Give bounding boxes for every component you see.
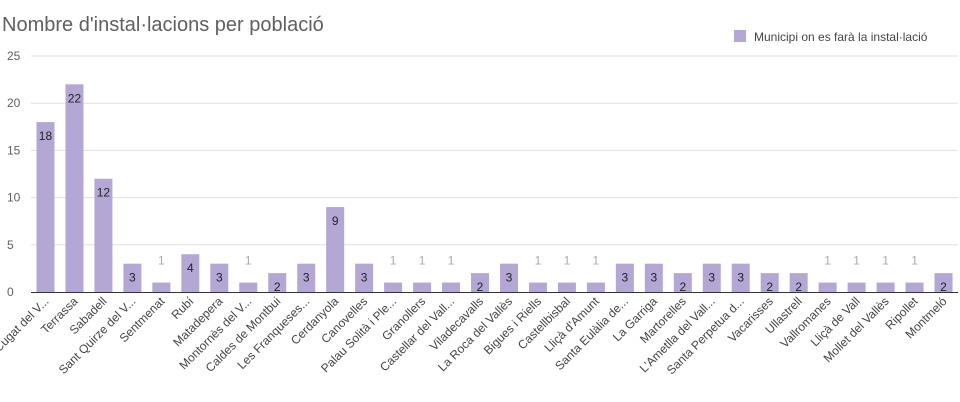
data-label: 1 [911, 254, 918, 268]
data-label: 4 [187, 261, 194, 275]
bar[interactable] [471, 273, 490, 292]
bar[interactable] [442, 282, 461, 292]
y-axis-ticks: 0 5 10 15 20 25 [7, 49, 21, 299]
data-label: 3 [303, 271, 310, 285]
bar[interactable] [181, 254, 200, 292]
bar[interactable] [644, 263, 663, 292]
y-tick-label: 0 [7, 285, 14, 299]
data-label: 22 [68, 91, 82, 105]
bar[interactable] [65, 84, 84, 292]
data-label: 3 [622, 271, 629, 285]
data-label: 1 [448, 254, 455, 268]
data-label: 3 [708, 271, 715, 285]
bar[interactable] [615, 263, 634, 292]
bar[interactable] [210, 263, 229, 292]
data-label: 1 [158, 254, 165, 268]
y-tick-label: 20 [7, 96, 21, 110]
data-label: 1 [593, 254, 600, 268]
data-label: 2 [274, 280, 281, 294]
bar[interactable] [152, 282, 171, 292]
x-tick-label: Sant Cugat del V... [0, 294, 52, 374]
bar[interactable] [818, 282, 837, 292]
data-label: 1 [824, 254, 831, 268]
bar[interactable] [123, 263, 142, 292]
data-label: 1 [882, 254, 889, 268]
bar[interactable] [268, 273, 287, 292]
bar[interactable] [499, 263, 518, 292]
data-label: 2 [766, 280, 773, 294]
data-label: 3 [650, 271, 657, 285]
y-tick-label: 5 [7, 238, 14, 252]
data-label: 12 [97, 186, 111, 200]
data-label: 18 [39, 129, 53, 143]
bar[interactable] [876, 282, 895, 292]
data-label: 1 [419, 254, 426, 268]
bar[interactable] [557, 282, 576, 292]
bar[interactable] [760, 273, 779, 292]
bar[interactable] [789, 273, 808, 292]
data-label: 2 [795, 280, 802, 294]
data-label: 3 [129, 271, 136, 285]
data-label: 9 [332, 214, 339, 228]
bar[interactable] [36, 122, 55, 292]
bar[interactable] [528, 282, 547, 292]
y-tick-label: 10 [7, 191, 21, 205]
data-label: 2 [940, 280, 947, 294]
bars [36, 84, 953, 292]
data-label: 2 [679, 280, 686, 294]
data-label: 1 [564, 254, 571, 268]
bar[interactable] [326, 207, 345, 292]
data-label: 1 [853, 254, 860, 268]
data-label: 1 [535, 254, 542, 268]
bar[interactable] [94, 178, 113, 292]
bar[interactable] [934, 273, 953, 292]
data-label: 3 [361, 271, 368, 285]
bar[interactable] [905, 282, 924, 292]
grid [31, 55, 958, 246]
y-tick-label: 25 [7, 49, 21, 63]
data-label: 1 [390, 254, 397, 268]
bar[interactable] [297, 263, 316, 292]
bar[interactable] [673, 273, 692, 292]
bar[interactable] [586, 282, 605, 292]
data-label: 3 [737, 271, 744, 285]
legend-label: Municipi on es farà la instal·lació [754, 30, 928, 44]
bar[interactable] [384, 282, 403, 292]
data-label: 1 [245, 254, 252, 268]
y-tick-label: 15 [7, 143, 21, 157]
legend[interactable]: Municipi on es farà la instal·lació [734, 30, 928, 44]
legend-swatch [734, 30, 746, 42]
chart-title: Nombre d'instal·lacions per població [2, 14, 324, 36]
bar[interactable] [239, 282, 258, 292]
bar[interactable] [731, 263, 750, 292]
data-label: 3 [506, 271, 513, 285]
bar[interactable] [847, 282, 866, 292]
data-label: 3 [216, 271, 223, 285]
bar[interactable] [413, 282, 432, 292]
bar[interactable] [702, 263, 721, 292]
data-label: 2 [477, 280, 484, 294]
bar[interactable] [355, 263, 374, 292]
x-axis-ticks: Sant Cugat del V...TerrassaSabadellSant … [0, 294, 950, 377]
